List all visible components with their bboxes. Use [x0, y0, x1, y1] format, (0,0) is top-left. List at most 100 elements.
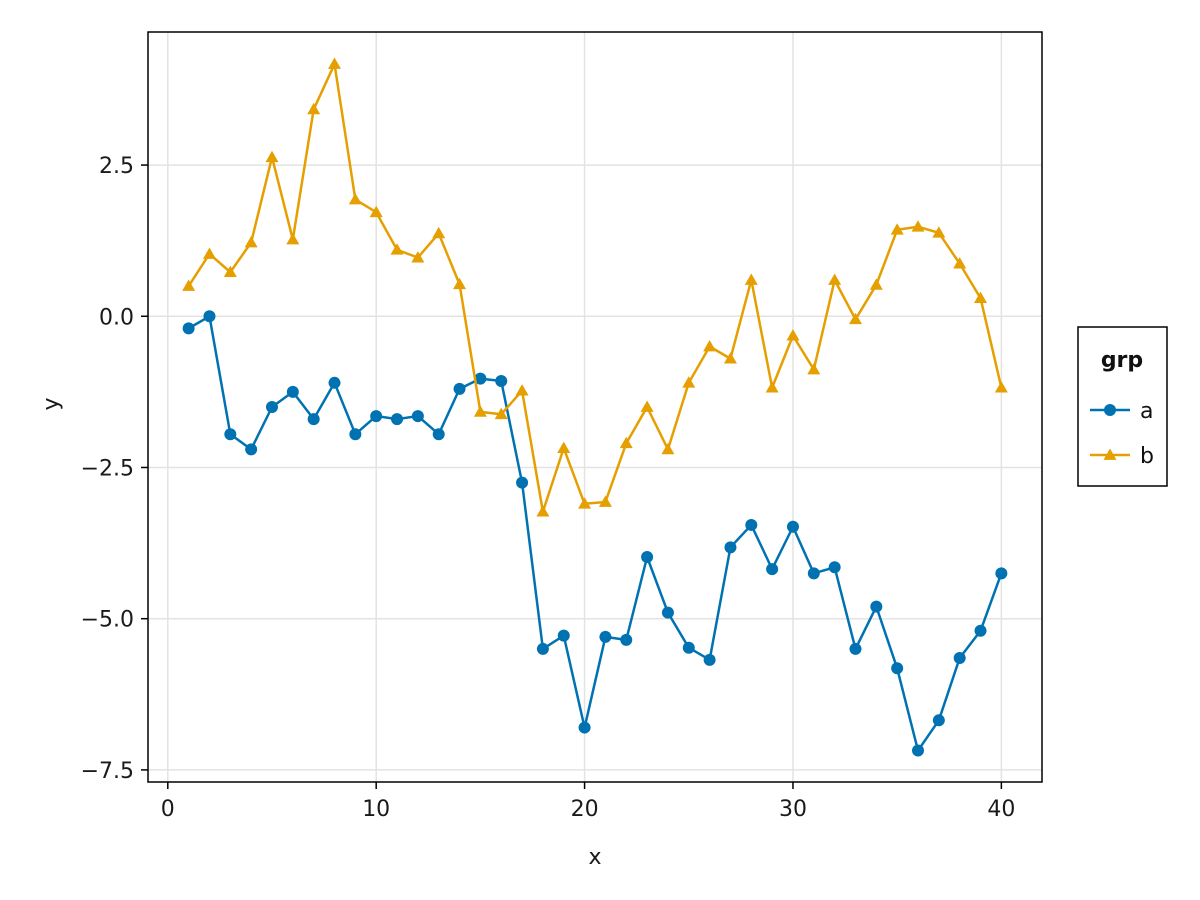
data-point-b: [515, 384, 529, 396]
data-point-b: [411, 251, 425, 263]
data-point-b: [265, 150, 279, 163]
data-point-b: [848, 312, 862, 325]
data-point-a: [453, 382, 466, 395]
data-point-b: [890, 223, 904, 235]
data-point-a: [766, 563, 779, 576]
x-tick-label: 20: [571, 797, 599, 822]
data-point-b: [473, 405, 487, 417]
y-axis: −7.5 −5.0 −2.5 0.0 2.5: [81, 154, 148, 784]
data-point-a: [974, 624, 987, 637]
y-tick-label: −7.5: [81, 759, 134, 784]
legend-label: a: [1140, 399, 1153, 424]
series-line-b: [187, 62, 1003, 513]
grid: [148, 32, 1042, 782]
data-point-b: [703, 340, 717, 352]
data-point-a: [912, 744, 925, 757]
data-point-a: [349, 428, 362, 441]
data-point-a: [245, 443, 258, 456]
data-point-b: [390, 243, 404, 255]
data-point-b: [348, 193, 362, 205]
data-point-a: [891, 662, 904, 675]
data-point-a: [203, 310, 216, 323]
data-point-b: [598, 495, 612, 507]
data-point-a: [182, 322, 195, 335]
plot-frame: [147, 31, 1043, 783]
legend-box: [1077, 326, 1168, 487]
legend-entry-a: a: [1090, 399, 1153, 424]
data-point-b: [432, 226, 446, 239]
data-point-b: [911, 220, 925, 232]
data-point-b: [723, 352, 737, 364]
data-point-a: [953, 652, 966, 665]
data-point-a: [641, 551, 654, 563]
data-point-a: [391, 413, 404, 426]
data-point-a: [474, 372, 487, 385]
data-point-a: [307, 413, 320, 426]
data-point-a: [411, 410, 424, 423]
data-point-b: [494, 407, 508, 420]
data-point-b: [453, 277, 467, 290]
x-tick-label: 30: [779, 797, 807, 822]
y-tick-label: 2.5: [99, 154, 134, 179]
y-tick-label: −2.5: [81, 456, 134, 481]
data-point-b: [994, 381, 1008, 393]
data-point-b: [661, 442, 675, 455]
legend-title: grp: [1101, 348, 1143, 373]
y-tick-label: −5.0: [81, 608, 134, 633]
legend: grp ab: [1077, 326, 1168, 487]
data-point-a: [703, 653, 716, 666]
data-point-b: [328, 57, 342, 69]
data-point-b: [974, 291, 988, 304]
legend-label: b: [1140, 444, 1154, 469]
x-tick-label: 10: [362, 797, 390, 822]
data-point-a: [745, 518, 758, 531]
data-point-a: [786, 520, 799, 533]
data-point-a: [578, 721, 591, 734]
data-point-a: [432, 428, 445, 441]
data-point-b: [640, 400, 654, 412]
data-point-a: [849, 642, 862, 655]
data-point-a: [265, 401, 278, 413]
data-point-a: [995, 567, 1008, 580]
data-point-a: [536, 642, 549, 655]
x-tick-label: 0: [161, 797, 175, 822]
data-point-b: [807, 363, 821, 375]
data-point-b: [786, 329, 800, 341]
data-point-b: [244, 235, 258, 248]
data-point-b: [557, 441, 571, 454]
data-point-b: [932, 226, 946, 238]
legend-marker: [1103, 448, 1117, 460]
data-point-a: [557, 629, 570, 642]
data-point-b: [286, 232, 300, 245]
data-point-b: [307, 102, 321, 115]
x-axis-label: x: [588, 845, 601, 870]
data-point-a: [682, 641, 695, 654]
y-tick-label: 0.0: [99, 305, 134, 330]
data-point-b: [182, 279, 196, 291]
x-axis: 0 10 20 30 40: [161, 782, 1015, 822]
data-point-a: [724, 541, 737, 554]
data-point-a: [870, 600, 883, 613]
data-point-a: [286, 385, 299, 398]
plot-area: [148, 32, 1042, 782]
data-point-a: [661, 606, 674, 619]
data-point-a: [370, 410, 383, 423]
data-point-b: [578, 497, 592, 509]
data-point-b: [869, 278, 883, 290]
series-line-a: [188, 315, 1003, 752]
series-a: [182, 310, 1008, 757]
data-point-a: [328, 376, 341, 389]
data-point-a: [620, 633, 633, 646]
data-point-a: [807, 567, 820, 580]
data-point-b: [223, 265, 237, 277]
data-point-a: [224, 428, 237, 441]
data-point-b: [765, 381, 779, 393]
data-point-a: [932, 714, 945, 727]
legend-entry-b: b: [1090, 444, 1154, 469]
data-point-b: [619, 436, 633, 449]
data-point-a: [599, 630, 612, 643]
data-point-a: [516, 476, 529, 489]
legend-marker: [1104, 404, 1116, 416]
data-point-a: [495, 374, 508, 387]
